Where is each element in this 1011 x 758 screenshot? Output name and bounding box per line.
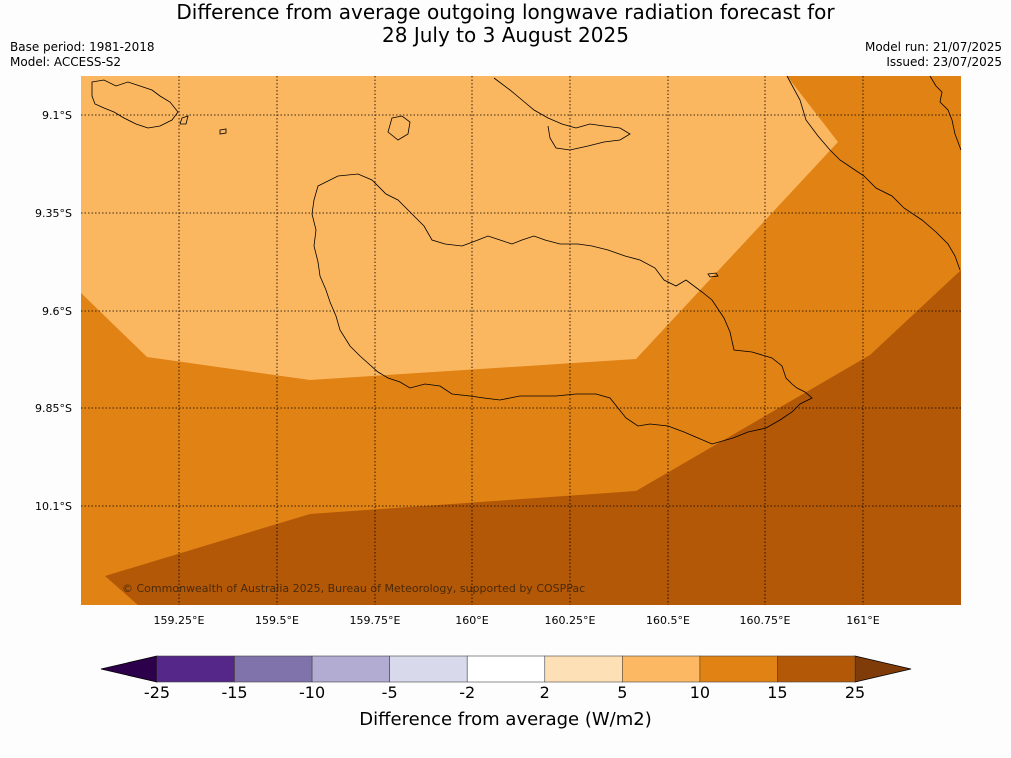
lon-label: 159.5°E (255, 614, 299, 627)
colorbar-tick-label: 25 (844, 683, 866, 702)
coastline-islet-3 (707, 272, 719, 278)
colorbar-tick-label: 2 (539, 683, 550, 702)
colorbar-segment (544, 655, 623, 683)
issued-text: Issued: 23/07/2025 (886, 55, 1002, 69)
colorbar-tick-label: 5 (617, 683, 628, 702)
lon-label: 160.75°E (740, 614, 791, 627)
coastline-islet-4 (179, 115, 189, 125)
lon-label: 160°E (455, 614, 488, 627)
colorbar-tick-label: -5 (381, 683, 398, 702)
colorbar-over-arrow (854, 655, 912, 683)
model-run-text: Model run: 21/07/2025 (864, 40, 1002, 54)
longitude-labels: 159.25°E 159.5°E 159.75°E 160°E 160.25°E… (154, 614, 880, 627)
copyright-text: © Commonwealth of Australia 2025, Bureau… (122, 582, 585, 595)
chart-title-line-1: Difference from average outgoing longwav… (176, 0, 835, 24)
colorbar-tick-label: -10 (299, 683, 326, 702)
coastline-nw-island (91, 79, 179, 129)
lon-label: 159.75°E (350, 614, 401, 627)
lon-label: 159.25°E (154, 614, 205, 627)
coastline-ne-island (786, 75, 961, 271)
map-panel: © Commonwealth of Australia 2025, Bureau… (81, 75, 962, 605)
lon-label: 160.25°E (545, 614, 596, 627)
colorbar-tick-label: -2 (459, 683, 476, 702)
lon-label: 161°E (846, 614, 879, 627)
lat-label: 9.1°S (42, 109, 72, 122)
chart-title-line-2: 28 July to 3 August 2025 (382, 23, 629, 47)
colorbar-segment (389, 655, 468, 683)
colorbar-under-arrow (100, 655, 158, 683)
colorbar-segment (699, 655, 778, 683)
colorbar-tick-label: 10 (689, 683, 711, 702)
lat-label: 9.35°S (35, 207, 72, 220)
colorbar-segment (466, 655, 546, 683)
lat-label: 9.85°S (35, 402, 72, 415)
colorbar-title: Difference from average (W/m2) (359, 709, 652, 730)
colorbar-segment (622, 655, 701, 683)
colorbar-segment (234, 655, 313, 683)
colorbar-segment (156, 655, 235, 683)
coastline-east-edge (929, 75, 962, 151)
colorbar-tick-label: -25 (143, 683, 171, 702)
lon-label: 160.5°E (646, 614, 690, 627)
coastline-islet-1 (387, 115, 411, 141)
graticule (81, 76, 961, 605)
colorbar (100, 655, 912, 683)
region-dark (105, 270, 961, 605)
colorbar-tick-label: -15 (221, 683, 248, 702)
model-text: Model: ACCESS-S2 (10, 55, 122, 69)
latitude-labels: 9.1°S 9.35°S 9.6°S 9.85°S 10.1°S (35, 109, 72, 513)
colorbar-segment (777, 655, 856, 683)
coastline-islet-2 (219, 128, 227, 135)
coastline-n-island (493, 77, 631, 151)
lat-label: 10.1°S (35, 500, 72, 513)
lat-label: 9.6°S (42, 305, 72, 318)
colorbar-tick-label: 15 (767, 683, 788, 702)
colorbar-segment (311, 655, 390, 683)
base-period-text: Base period: 1981-2018 (10, 40, 155, 54)
